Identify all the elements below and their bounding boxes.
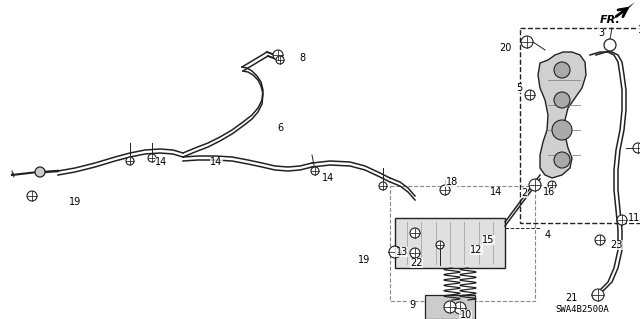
Circle shape — [126, 157, 134, 165]
Circle shape — [604, 39, 616, 51]
Text: 15: 15 — [482, 235, 494, 245]
Text: 2: 2 — [522, 188, 528, 198]
Circle shape — [311, 167, 319, 175]
Text: 12: 12 — [470, 245, 483, 255]
Circle shape — [276, 56, 284, 64]
Text: 13: 13 — [396, 247, 408, 257]
Circle shape — [148, 154, 156, 162]
Text: FR.: FR. — [600, 15, 621, 25]
Text: SWA4B2500A: SWA4B2500A — [555, 306, 609, 315]
Circle shape — [410, 228, 420, 238]
Text: 23: 23 — [610, 240, 622, 250]
Text: 6: 6 — [277, 123, 283, 133]
Polygon shape — [611, 2, 635, 21]
Circle shape — [410, 248, 420, 258]
Circle shape — [273, 50, 283, 60]
Circle shape — [552, 120, 572, 140]
Circle shape — [548, 181, 556, 189]
Bar — [395, 218, 505, 268]
Circle shape — [521, 36, 533, 48]
Text: 9: 9 — [409, 300, 415, 310]
Text: 14: 14 — [155, 157, 167, 167]
Circle shape — [444, 301, 456, 313]
Circle shape — [35, 167, 45, 177]
Text: 1: 1 — [638, 25, 640, 35]
Circle shape — [454, 302, 466, 314]
Bar — [520, 28, 640, 223]
Circle shape — [617, 215, 627, 225]
Text: 3: 3 — [598, 28, 604, 38]
Text: 5: 5 — [516, 83, 522, 93]
Text: 19: 19 — [69, 197, 81, 207]
Text: 19: 19 — [358, 255, 370, 265]
Text: 14: 14 — [210, 157, 222, 167]
Circle shape — [389, 246, 401, 258]
Circle shape — [379, 182, 387, 190]
Text: 14: 14 — [322, 173, 334, 183]
Text: 4: 4 — [545, 230, 551, 240]
Circle shape — [27, 191, 37, 201]
Text: 21: 21 — [566, 293, 578, 303]
Text: 18: 18 — [445, 177, 458, 187]
Text: 20: 20 — [500, 43, 512, 53]
Text: 11: 11 — [628, 213, 640, 223]
Circle shape — [529, 179, 541, 191]
Circle shape — [440, 185, 450, 195]
Text: 8: 8 — [299, 53, 305, 63]
Circle shape — [554, 92, 570, 108]
Circle shape — [633, 143, 640, 153]
Bar — [390, 186, 535, 301]
Text: 16: 16 — [543, 187, 555, 197]
Polygon shape — [425, 295, 475, 319]
Circle shape — [554, 62, 570, 78]
Circle shape — [554, 152, 570, 168]
Circle shape — [592, 289, 604, 301]
Circle shape — [436, 241, 444, 249]
Text: 10: 10 — [460, 310, 472, 319]
Polygon shape — [538, 52, 586, 178]
Circle shape — [595, 235, 605, 245]
Text: 22: 22 — [410, 258, 423, 268]
Circle shape — [525, 90, 535, 100]
Text: 14: 14 — [490, 187, 502, 197]
